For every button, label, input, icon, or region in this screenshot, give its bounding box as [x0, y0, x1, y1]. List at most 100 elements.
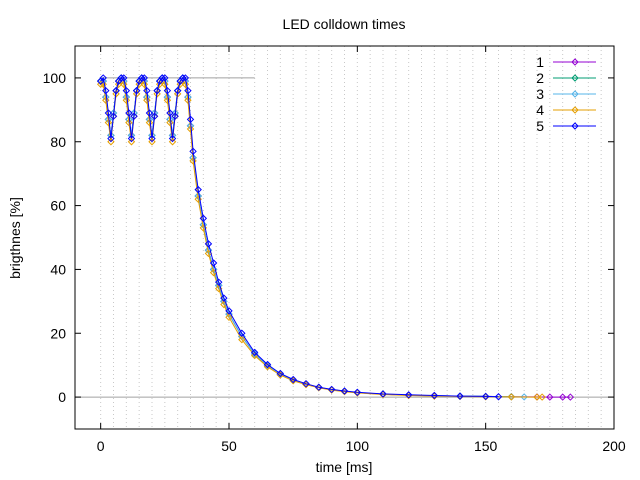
- data-point: [112, 90, 120, 98]
- data-point: [209, 259, 218, 267]
- reference-lines: [75, 77, 614, 398]
- data-point: [122, 86, 131, 95]
- y-tick-label: 20: [50, 325, 66, 341]
- data-point: [138, 74, 146, 82]
- series-5: [96, 74, 503, 401]
- data-point: [546, 393, 554, 401]
- series-3: [96, 74, 528, 401]
- data-point: [120, 80, 128, 89]
- x-tick-label: 0: [97, 438, 105, 454]
- legend-marker: [571, 90, 579, 98]
- data-point: [122, 96, 131, 104]
- data-point: [220, 294, 228, 302]
- data-point: [153, 86, 161, 95]
- data-point: [171, 112, 179, 120]
- data-point: [302, 379, 310, 388]
- data-point: [109, 112, 118, 120]
- data-point: [430, 391, 439, 400]
- x-tick-label: 50: [221, 438, 237, 454]
- data-point: [140, 80, 149, 89]
- data-point: [148, 134, 156, 143]
- data-point: [199, 214, 208, 223]
- data-point: [140, 74, 149, 82]
- y-tick-label: 0: [58, 389, 66, 405]
- legend-label: 4: [536, 102, 544, 118]
- data-point: [238, 335, 246, 344]
- data-point: [340, 387, 349, 395]
- data-point: [238, 329, 246, 337]
- data-point: [566, 393, 575, 401]
- data-point: [204, 240, 213, 248]
- series-layer: [96, 74, 575, 401]
- legend-label: 5: [536, 118, 544, 134]
- data-point: [327, 385, 336, 394]
- data-point: [289, 375, 297, 384]
- data-point: [181, 74, 190, 82]
- data-point: [143, 86, 151, 95]
- data-point: [166, 118, 174, 127]
- data-point: [161, 80, 169, 89]
- data-point: [102, 96, 110, 104]
- y-tick-label: 60: [50, 198, 66, 214]
- series-line: [100, 80, 543, 398]
- data-point: [96, 80, 105, 89]
- x-tick-label: 200: [602, 438, 626, 454]
- data-point: [163, 96, 172, 104]
- data-point: [456, 392, 464, 400]
- data-point: [127, 138, 136, 146]
- data-point: [107, 138, 115, 146]
- data-point: [117, 74, 125, 82]
- data-point: [132, 86, 141, 95]
- series-2: [96, 74, 516, 401]
- data-point: [173, 90, 182, 98]
- x-tick-label: 150: [474, 438, 498, 454]
- y-tick-label: 100: [43, 70, 67, 86]
- data-point: [315, 383, 323, 391]
- data-point: [145, 118, 154, 127]
- data-point: [148, 138, 156, 146]
- data-point: [507, 393, 516, 401]
- data-point: [150, 112, 159, 120]
- data-point: [158, 74, 166, 82]
- legend-marker: [571, 74, 579, 82]
- legend-label: 3: [536, 86, 544, 102]
- data-point: [194, 185, 202, 194]
- data-point: [494, 393, 503, 401]
- data-point: [163, 86, 172, 95]
- y-tick-label: 80: [50, 134, 66, 150]
- data-point: [104, 109, 113, 117]
- data-point: [125, 109, 133, 117]
- data-point: [404, 391, 413, 399]
- data-point: [99, 74, 107, 82]
- data-point: [184, 86, 192, 95]
- data-point: [533, 393, 541, 401]
- data-point: [125, 118, 133, 127]
- x-axis-label: time [ms]: [316, 459, 373, 475]
- data-point: [263, 360, 272, 369]
- data-point: [112, 86, 120, 95]
- data-point: [353, 388, 362, 397]
- data-point: [153, 90, 161, 98]
- data-point: [166, 109, 174, 117]
- series-1: [96, 74, 575, 401]
- data-point: [225, 307, 233, 315]
- series-line: [100, 77, 512, 398]
- chart-title: LED colldown times: [283, 16, 406, 32]
- data-point: [184, 96, 192, 104]
- legend-label: 1: [536, 54, 544, 70]
- data-point: [302, 380, 310, 389]
- data-point: [179, 74, 187, 82]
- data-point: [127, 134, 136, 143]
- data-point: [181, 80, 190, 89]
- data-point: [102, 86, 110, 95]
- legend-marker: [571, 122, 579, 130]
- data-point: [538, 393, 546, 401]
- series-line: [100, 76, 499, 398]
- data-point: [215, 278, 223, 286]
- data-point: [379, 390, 387, 398]
- data-point: [132, 90, 141, 98]
- data-point: [104, 118, 113, 127]
- data-point: [168, 138, 177, 146]
- data-point: [276, 369, 285, 378]
